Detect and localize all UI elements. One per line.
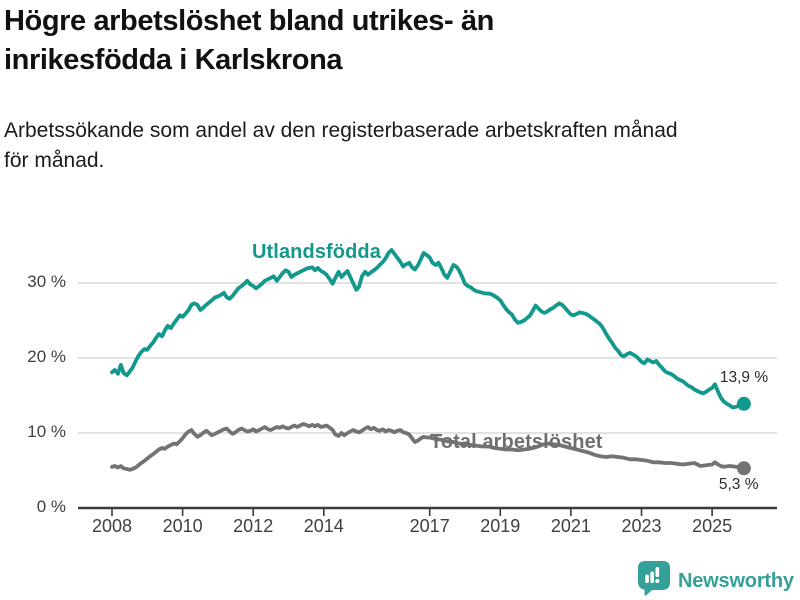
y-axis-label-10: 10 % xyxy=(27,422,66,441)
x-axis-label-2025: 2025 xyxy=(692,516,733,536)
subtitle-line-1: Arbetssökande som andel av den registerb… xyxy=(4,119,678,142)
end-value-label-1: 5,3 % xyxy=(718,476,759,494)
subtitle-line-2: för månad. xyxy=(4,149,105,172)
newsworthy-brand-text: Newsworthy xyxy=(678,569,794,592)
series-endpoint-1 xyxy=(736,461,751,476)
end-value-label-0: 13,9 % xyxy=(719,368,769,386)
title-line-1: Högre arbetslöshet bland utrikes- än xyxy=(4,5,494,37)
series-label-1: Total arbetslöshet xyxy=(430,431,603,453)
y-axis-label-30: 30 % xyxy=(27,272,66,291)
y-axis-label-20: 20 % xyxy=(27,347,66,366)
footer-branding: Newsworthy xyxy=(637,560,794,600)
header: Högre arbetslöshet bland utrikes- än inr… xyxy=(4,2,794,80)
series-endpoint-0 xyxy=(736,396,751,411)
x-axis-label-2017: 2017 xyxy=(409,516,450,536)
page-title: Högre arbetslöshet bland utrikes- än inr… xyxy=(4,2,794,80)
newsworthy-logo-icon xyxy=(637,560,671,600)
series-line-0 xyxy=(110,248,746,410)
x-axis-label-2008: 2008 xyxy=(91,516,133,536)
y-axis-label-0: 0 % xyxy=(36,497,66,516)
x-axis-label-2012: 2012 xyxy=(233,516,274,536)
x-axis-label-2023: 2023 xyxy=(621,516,662,536)
x-axis-label-2010: 2010 xyxy=(162,516,203,536)
title-line-2: inrikesfödda i Karlskrona xyxy=(4,44,343,76)
x-axis-label-2021: 2021 xyxy=(550,516,591,536)
series-line-1 xyxy=(110,422,746,472)
x-axis-label-2014: 2014 xyxy=(303,516,344,536)
x-axis-label-2019: 2019 xyxy=(480,516,521,536)
chart-subtitle: Arbetssökande som andel av den registerb… xyxy=(4,116,678,176)
series-label-0: Utlandsfödda xyxy=(252,241,381,263)
